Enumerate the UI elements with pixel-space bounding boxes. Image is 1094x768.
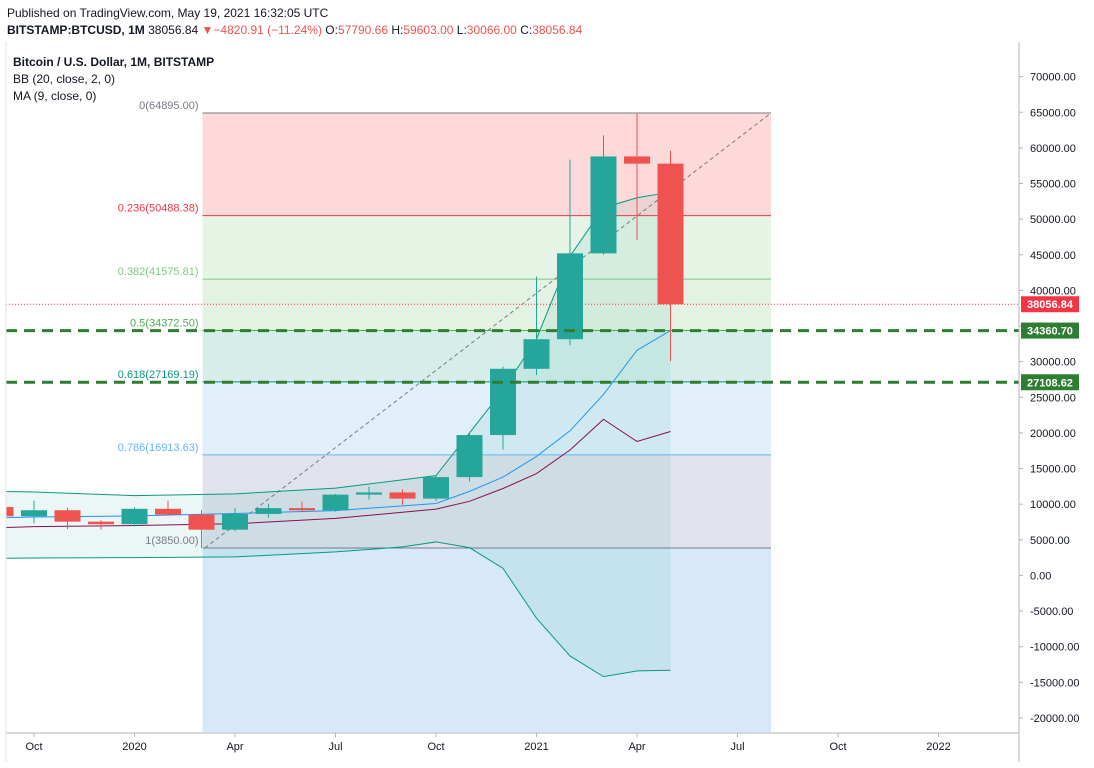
legend-title[interactable]: Bitcoin / U.S. Dollar, 1M, BITSTAMP: [13, 55, 215, 69]
fib-label-0.786: 0.786(16913.63): [118, 442, 199, 454]
candle-body-1: [21, 510, 47, 517]
candle-body-7: [222, 513, 248, 530]
level-badge-0: 34360.70: [1027, 326, 1073, 338]
candle-body-20: [657, 163, 684, 305]
close-value: 38056.84: [532, 23, 583, 37]
candle-body-19: [624, 156, 650, 164]
y-tick-label: 70000.00: [1030, 72, 1076, 84]
candle-body-9: [289, 508, 315, 511]
y-tick-label: 15000.00: [1030, 464, 1076, 476]
candle-body-13: [423, 477, 449, 499]
low-value: 30066.00: [466, 23, 517, 37]
fib-band-1: [202, 215, 771, 280]
x-tick-label: 2020: [122, 741, 146, 753]
fib-band-4: [202, 381, 771, 455]
y-tick-label: 10000.00: [1030, 499, 1076, 511]
candle-body-16: [523, 339, 550, 369]
y-tick-label: 30000.00: [1030, 357, 1076, 369]
fib-band-3: [202, 330, 771, 382]
y-tick-label: -20000.00: [1030, 713, 1080, 725]
last-price-badge-bg: [1021, 296, 1079, 313]
candle-body-17: [557, 253, 583, 340]
y-tick-label: 5000.00: [1030, 535, 1070, 547]
open-label: O:: [325, 23, 338, 37]
y-tick-label: 55000.00: [1030, 179, 1076, 191]
level-badge-1-bg: [1021, 374, 1079, 391]
candle-body-12: [389, 492, 416, 499]
change-arrow: ▼: [201, 23, 214, 37]
open-value: 57790.66: [337, 23, 389, 37]
fib-label-1: 1(3850.00): [145, 535, 198, 547]
x-tick-label: 2022: [926, 741, 950, 753]
y-tick-label: 50000.00: [1030, 214, 1076, 226]
fib-label-0.618: 0.618(27169.19): [118, 369, 199, 381]
legend-bb[interactable]: BB (20, close, 2, 0): [13, 72, 116, 86]
fib-band-0: [202, 113, 771, 216]
y-tick-label: -5000.00: [1030, 606, 1073, 618]
candle-body-2: [54, 510, 81, 522]
fib-band-2: [202, 279, 771, 331]
candle-body-14: [456, 435, 483, 478]
candle-body-3: [88, 521, 114, 525]
y-tick-label: 65000.00: [1030, 107, 1076, 119]
y-tick-label: 40000.00: [1030, 285, 1076, 297]
y-tick-label: -15000.00: [1030, 677, 1080, 689]
x-tick-label: Oct: [25, 741, 42, 753]
close-label: C:: [520, 23, 533, 37]
high-label: H:: [391, 23, 404, 37]
y-tick-label: 25000.00: [1030, 392, 1076, 404]
candle-body-10: [322, 494, 349, 511]
fib-label-0.5: 0.5(34372.50): [130, 318, 199, 330]
last-price-badge: 38056.84: [1027, 299, 1074, 311]
y-tick-label: 20000.00: [1030, 428, 1076, 440]
symbol-label: BITSTAMP:BTCUSD, 1M: [7, 23, 145, 37]
y-tick-label: -10000.00: [1030, 642, 1080, 654]
x-tick-label: Jul: [328, 741, 342, 753]
x-tick-label: 2021: [524, 741, 548, 753]
y-tick-label: 60000.00: [1030, 143, 1076, 155]
candle-body-8: [255, 508, 282, 514]
fib-band-5: [202, 454, 771, 548]
low-label: L:: [456, 23, 467, 37]
candle-body-18: [590, 156, 617, 254]
level-badge-1: 27108.62: [1027, 377, 1073, 389]
plot-area: 0(64895.00) 0.236(50488.38) 0.382(41575.81…: [6, 100, 1019, 733]
candle-body-0: [6, 507, 14, 517]
candle-body-11: [356, 492, 382, 495]
candle-body-5: [155, 508, 181, 515]
candle-body-4: [121, 508, 148, 525]
change-value: −4820.91 (−11.24%): [213, 23, 322, 37]
candle-body-6: [188, 514, 215, 530]
fib-label-0.236: 0.236(50488.38): [118, 203, 199, 215]
bollinger-fill: [6, 192, 671, 677]
last-price: 38056.84: [148, 23, 199, 37]
x-tick-label: Oct: [829, 741, 846, 753]
candle-body-15: [490, 368, 516, 436]
legend-ma[interactable]: MA (9, close, 0): [13, 89, 97, 103]
fib-label-0.382: 0.382(41575.81): [118, 266, 199, 278]
fib-label-0: 0(64895.00): [139, 100, 198, 112]
x-tick-label: Oct: [427, 741, 444, 753]
y-tick-label: 45000.00: [1030, 250, 1076, 262]
x-tick-label: Apr: [628, 741, 645, 753]
symbol-quote: BITSTAMP:BTCUSD, 1M 38056.84 ▼−4820.91 (…: [7, 23, 582, 37]
high-value: 59603.00: [403, 23, 454, 37]
y-tick-label: 0.00: [1030, 570, 1051, 582]
level-badge-0-bg: [1021, 322, 1079, 339]
fib-band-6: [202, 548, 771, 733]
published-info: Published on TradingView.com, May 19, 20…: [7, 6, 329, 20]
x-tick-label: Jul: [730, 741, 744, 753]
bollinger-lower-line: [6, 541, 671, 678]
x-tick-label: Apr: [226, 741, 243, 753]
